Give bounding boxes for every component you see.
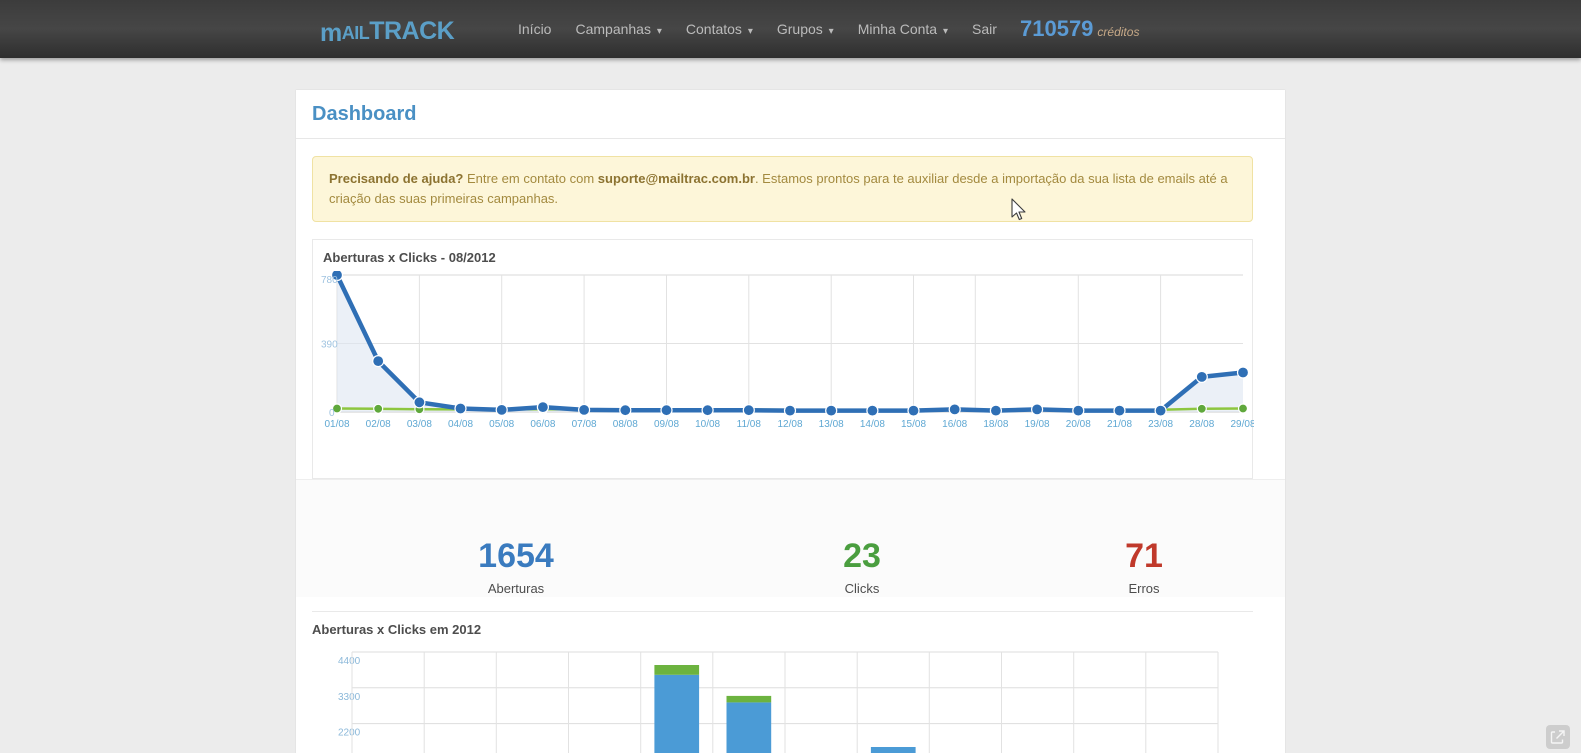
svg-text:4400: 4400 bbox=[338, 656, 361, 667]
svg-text:10/08: 10/08 bbox=[695, 419, 720, 430]
svg-text:390: 390 bbox=[321, 340, 338, 351]
svg-text:29/08: 29/08 bbox=[1230, 419, 1254, 430]
svg-text:03/08: 03/08 bbox=[407, 419, 432, 430]
svg-text:23/08: 23/08 bbox=[1148, 419, 1173, 430]
svg-text:12/08: 12/08 bbox=[777, 419, 802, 430]
svg-text:14/08: 14/08 bbox=[860, 419, 885, 430]
svg-text:06/08: 06/08 bbox=[530, 419, 555, 430]
svg-text:11/08: 11/08 bbox=[737, 419, 762, 430]
svg-text:07/08: 07/08 bbox=[572, 419, 597, 430]
svg-text:19/08: 19/08 bbox=[1025, 419, 1050, 430]
svg-text:01/08: 01/08 bbox=[324, 419, 349, 430]
svg-text:18/08: 18/08 bbox=[983, 419, 1008, 430]
svg-text:2200: 2200 bbox=[338, 728, 361, 739]
svg-text:28/08: 28/08 bbox=[1189, 419, 1214, 430]
svg-text:09/08: 09/08 bbox=[654, 419, 679, 430]
svg-text:21/08: 21/08 bbox=[1107, 419, 1132, 430]
svg-text:16/08: 16/08 bbox=[942, 419, 967, 430]
svg-text:0: 0 bbox=[329, 408, 335, 419]
svg-text:08/08: 08/08 bbox=[613, 419, 638, 430]
svg-text:05/08: 05/08 bbox=[489, 419, 514, 430]
svg-text:20/08: 20/08 bbox=[1066, 419, 1091, 430]
svg-text:02/08: 02/08 bbox=[366, 419, 391, 430]
svg-text:15/08: 15/08 bbox=[901, 419, 926, 430]
svg-text:04/08: 04/08 bbox=[448, 419, 473, 430]
svg-text:3300: 3300 bbox=[338, 692, 361, 703]
svg-text:780: 780 bbox=[321, 275, 338, 286]
svg-text:13/08: 13/08 bbox=[819, 419, 844, 430]
